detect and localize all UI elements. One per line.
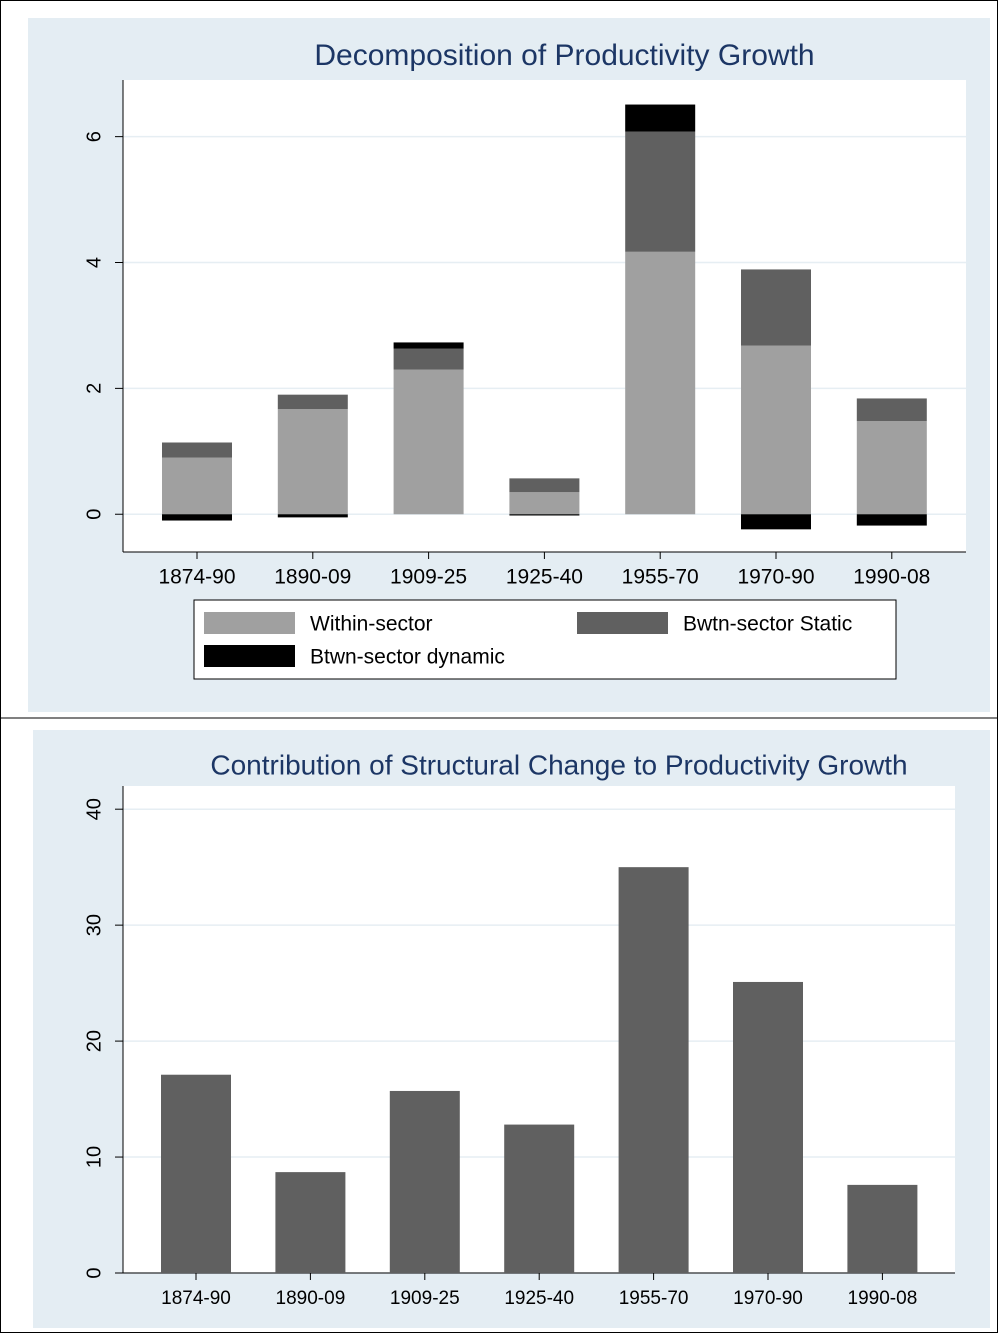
x-tick-label: 1970-90 xyxy=(733,1288,803,1309)
legend-label: Bwtn-sector Static xyxy=(683,613,852,636)
bar-segment xyxy=(162,442,232,458)
legend-swatch xyxy=(204,612,295,634)
bar xyxy=(275,1172,346,1273)
x-tick-label: 1909-25 xyxy=(390,566,467,589)
y-tick-label: 10 xyxy=(83,1146,105,1168)
bar-segment xyxy=(625,104,696,132)
bar-segment xyxy=(625,131,696,252)
x-tick-label: 1970-90 xyxy=(737,566,814,589)
bar-segment xyxy=(277,409,348,515)
bar xyxy=(161,1074,231,1273)
bar xyxy=(847,1184,918,1273)
bar-segment xyxy=(277,394,348,410)
y-tick-label: 30 xyxy=(83,914,105,936)
bar-segment xyxy=(509,478,580,493)
bar-segment xyxy=(741,345,811,515)
bar-segment xyxy=(625,251,696,515)
bar-segment xyxy=(856,398,927,422)
y-tick-label: 0 xyxy=(83,1267,105,1278)
y-tick-label: 4 xyxy=(83,257,105,268)
y-tick-label: 0 xyxy=(83,509,105,520)
bar-segment xyxy=(856,421,927,515)
x-tick-label: 1874-90 xyxy=(158,566,235,589)
chart-title: Contribution of Structural Change to Pro… xyxy=(210,749,907,780)
x-tick-label: 1925-40 xyxy=(506,566,583,589)
y-tick-label: 20 xyxy=(83,1030,105,1052)
x-tick-label: 1925-40 xyxy=(504,1288,574,1309)
bar-segment xyxy=(509,492,580,515)
x-tick-label: 1955-70 xyxy=(619,1288,689,1309)
y-tick-label: 6 xyxy=(83,131,105,142)
x-tick-label: 1890-09 xyxy=(274,566,351,589)
bar-segment xyxy=(393,348,464,370)
chart-title: Decomposition of Productivity Growth xyxy=(314,39,814,72)
bar xyxy=(389,1090,460,1273)
legend-box xyxy=(193,599,897,680)
y-tick-label: 2 xyxy=(83,383,105,394)
bar-segment xyxy=(509,514,580,516)
legend-label: Within-sector xyxy=(310,613,433,636)
legend-label: Btwn-sector dynamic xyxy=(310,646,505,669)
legend-swatch xyxy=(204,645,295,667)
bar-segment xyxy=(856,514,927,526)
bar-segment xyxy=(741,269,811,346)
bar xyxy=(504,1124,575,1273)
x-tick-label: 1909-25 xyxy=(390,1288,460,1309)
bar-segment xyxy=(393,369,464,515)
plot-area xyxy=(123,80,966,552)
bar xyxy=(618,867,689,1273)
bar-segment xyxy=(741,514,811,530)
x-tick-label: 1990-08 xyxy=(853,566,930,589)
y-tick-label: 40 xyxy=(83,798,105,820)
x-tick-label: 1990-08 xyxy=(848,1288,918,1309)
bar-segment xyxy=(277,514,348,518)
legend-swatch xyxy=(577,612,668,634)
bar-segment xyxy=(393,342,464,349)
bar-segment xyxy=(162,457,232,515)
x-tick-label: 1890-09 xyxy=(276,1288,346,1309)
bar-segment xyxy=(162,514,232,521)
x-tick-label: 1955-70 xyxy=(622,566,699,589)
x-tick-label: 1874-90 xyxy=(161,1288,231,1309)
bar xyxy=(733,981,803,1273)
